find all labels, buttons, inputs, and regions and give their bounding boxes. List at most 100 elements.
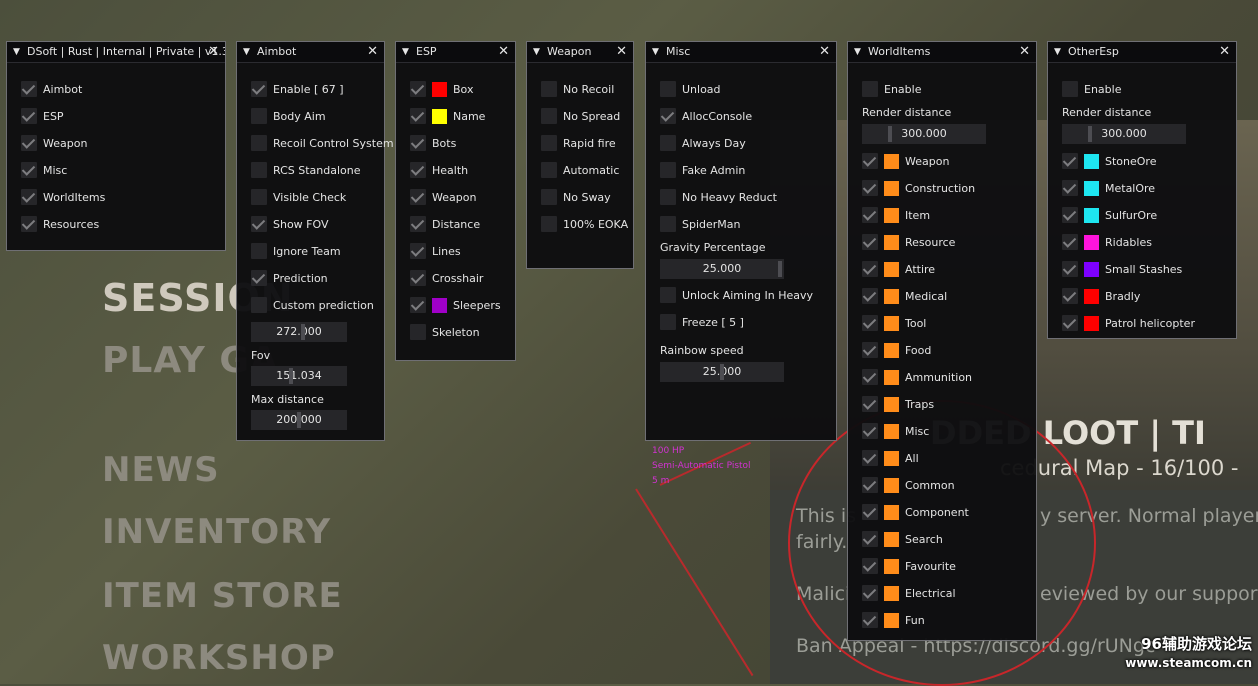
checkbox-box[interactable] [862,180,878,196]
checkbox-box[interactable] [21,81,37,97]
checkbox-eoka[interactable]: 100% EOKA [541,215,628,233]
checkbox-enable[interactable]: Enable [1062,80,1121,98]
checkbox-box[interactable] [541,216,557,232]
slider-grab[interactable] [297,412,301,428]
checkbox-box[interactable] [1062,81,1078,97]
checkbox-box[interactable] [21,108,37,124]
checkbox-fake-admin[interactable]: Fake Admin [660,161,745,179]
checkbox-box[interactable] [862,234,878,250]
checkbox-no-sway[interactable]: No Sway [541,188,611,206]
checkbox-box[interactable] [1062,288,1078,304]
checkbox-box[interactable] [862,369,878,385]
checkbox-box[interactable] [1062,153,1078,169]
checkbox-tool[interactable]: Tool [862,314,926,332]
checkbox-box[interactable] [862,81,878,97]
checkbox-bradly[interactable]: Bradly [1062,287,1140,305]
checkbox-ammunition[interactable]: Ammunition [862,368,972,386]
checkbox-box[interactable] [1062,207,1078,223]
menu-item-store[interactable]: ITEM STORE [102,576,343,616]
checkbox-body-aim[interactable]: Body Aim [251,107,326,125]
checkbox-box[interactable] [660,81,676,97]
fov-slider[interactable]: 151.034 [251,366,347,386]
checkbox-box[interactable] [862,153,878,169]
checkbox-misc[interactable]: Misc [21,161,67,179]
render-distance-slider[interactable]: 300.000 [1062,124,1186,144]
window-title-bar[interactable]: ▼ Aimbot ✕ [237,42,384,63]
checkbox-box[interactable] [1062,234,1078,250]
checkbox-ignore-team[interactable]: Ignore Team [251,242,341,260]
slider-grab[interactable] [289,368,293,384]
checkbox-ridables[interactable]: Ridables [1062,233,1152,251]
checkbox-rapid-fire[interactable]: Rapid fire [541,134,616,152]
collapse-arrow-icon[interactable]: ▼ [402,47,409,57]
color-swatch[interactable] [432,297,447,313]
checkbox-distance[interactable]: Distance [410,215,480,233]
checkbox-box[interactable] [660,108,676,124]
checkbox-no-spread[interactable]: No Spread [541,107,620,125]
checkbox-show-fov[interactable]: Show FOV [251,215,329,233]
window-title-bar[interactable]: ▼ DSoft | Rust | Internal | Private | v1… [7,42,225,63]
collapse-arrow-icon[interactable]: ▼ [652,47,659,57]
checkbox-worlditems[interactable]: WorldItems [21,188,105,206]
checkbox-box[interactable] [21,189,37,205]
checkbox-box[interactable] [862,450,878,466]
window-title-bar[interactable]: ▼ WorldItems ✕ [848,42,1036,63]
checkbox-lines[interactable]: Lines [410,242,461,260]
checkbox-box[interactable] [1062,315,1078,331]
color-swatch[interactable] [884,585,899,601]
checkbox-box[interactable] [251,297,267,313]
checkbox-medical[interactable]: Medical [862,287,947,305]
color-swatch[interactable] [1084,153,1099,169]
checkbox-no-heavy-reduct[interactable]: No Heavy Reduct [660,188,777,206]
checkbox-search[interactable]: Search [862,530,943,548]
checkbox-box[interactable] [410,189,426,205]
window-title-bar[interactable]: ▼ Misc ✕ [646,42,836,63]
collapse-arrow-icon[interactable]: ▼ [854,47,861,57]
color-swatch[interactable] [432,108,447,124]
menu-workshop[interactable]: WORKSHOP [102,638,336,678]
color-swatch[interactable] [884,234,899,250]
checkbox-box[interactable] [541,135,557,151]
checkbox-box[interactable] [862,612,878,628]
color-swatch[interactable] [884,153,899,169]
checkbox-box[interactable] [251,81,267,97]
color-swatch[interactable] [884,612,899,628]
checkbox-box[interactable] [21,216,37,232]
checkbox-unlock-aiming-heavy[interactable]: Unlock Aiming In Heavy [660,286,813,304]
collapse-arrow-icon[interactable]: ▼ [1054,47,1061,57]
window-title-bar[interactable]: ▼ Weapon ✕ [527,42,633,63]
color-swatch[interactable] [1084,180,1099,196]
color-swatch[interactable] [1084,288,1099,304]
checkbox-box[interactable] [541,81,557,97]
close-icon[interactable]: ✕ [498,44,509,59]
checkbox-fun[interactable]: Fun [862,611,925,629]
checkbox-box[interactable] [862,504,878,520]
checkbox-rcs[interactable]: Recoil Control System [251,134,394,152]
checkbox-always-day[interactable]: Always Day [660,134,746,152]
window-title-bar[interactable]: ▼ ESP ✕ [396,42,515,63]
close-icon[interactable]: ✕ [1019,44,1030,59]
checkbox-rcs-standalone[interactable]: RCS Standalone [251,161,361,179]
checkbox-box[interactable] [21,135,37,151]
checkbox-sulfurore[interactable]: SulfurOre [1062,206,1157,224]
checkbox-box[interactable] [1062,261,1078,277]
checkbox-box[interactable] [251,108,267,124]
color-swatch[interactable] [432,81,447,97]
collapse-arrow-icon[interactable]: ▼ [533,47,540,57]
max-distance-slider[interactable]: 200.000 [251,410,347,430]
checkbox-box[interactable] [410,81,426,97]
checkbox-box[interactable] [862,585,878,601]
checkbox-box[interactable] [410,243,426,259]
checkbox-box[interactable] [660,287,676,303]
checkbox-name[interactable]: Name [410,107,485,125]
checkbox-box[interactable] [410,270,426,286]
close-icon[interactable]: ✕ [616,44,627,59]
checkbox-box[interactable] [410,324,426,340]
checkbox-box[interactable] [541,162,557,178]
checkbox-prediction[interactable]: Prediction [251,269,328,287]
checkbox-box[interactable] [251,270,267,286]
color-swatch[interactable] [884,288,899,304]
checkbox-unload[interactable]: Unload [660,80,721,98]
color-swatch[interactable] [1084,234,1099,250]
checkbox-common[interactable]: Common [862,476,955,494]
